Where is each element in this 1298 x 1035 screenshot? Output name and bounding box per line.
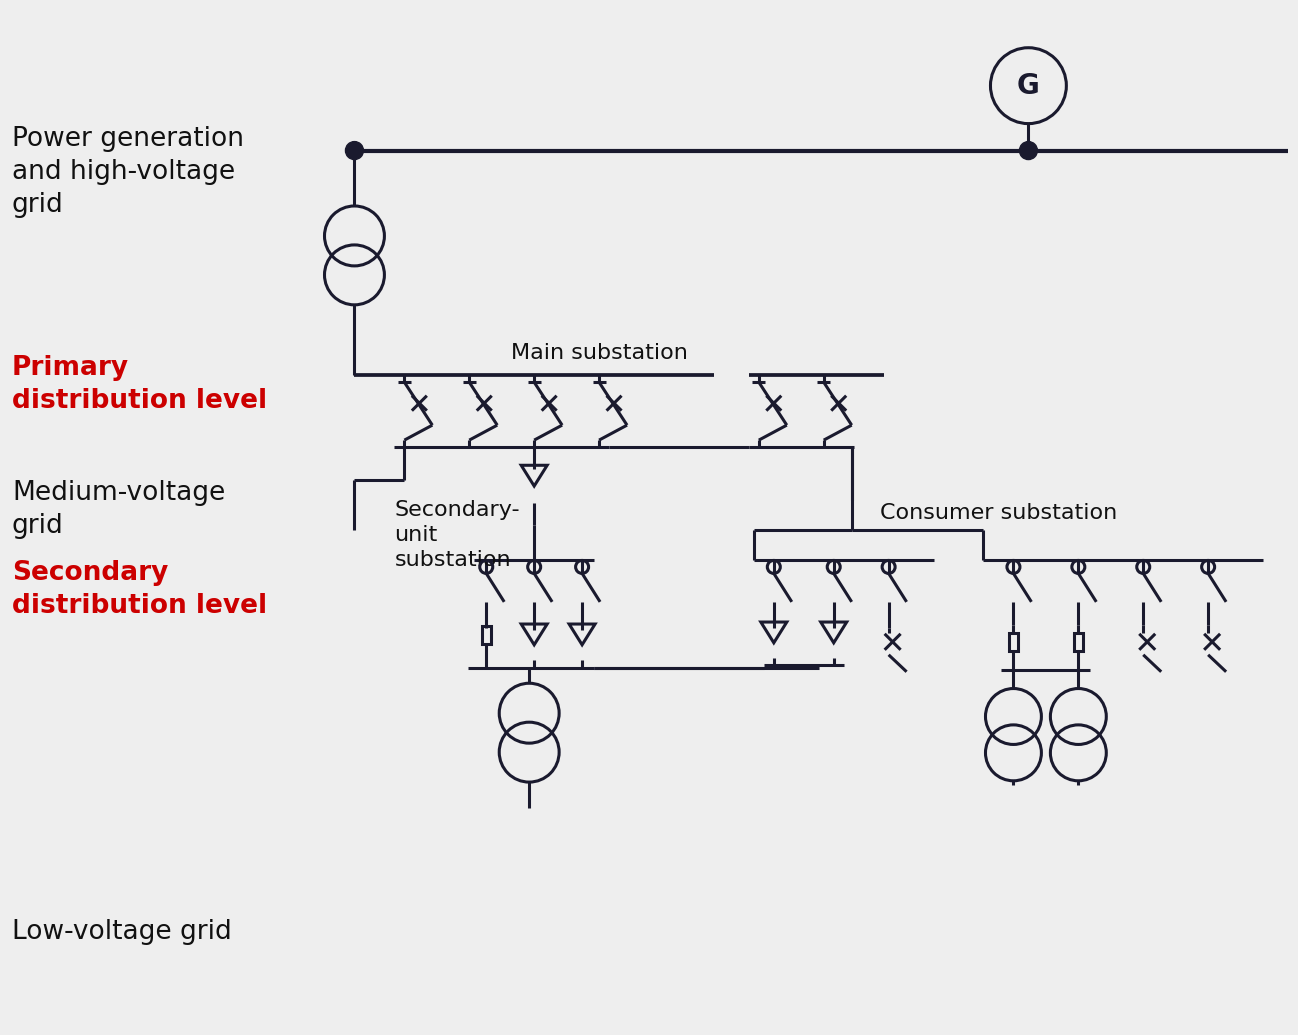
Bar	[1073, 632, 1083, 651]
Bar	[482, 626, 491, 644]
Bar	[1009, 632, 1018, 651]
Text: Power generation
and high-voltage
grid: Power generation and high-voltage grid	[12, 125, 244, 217]
Text: Low-voltage grid: Low-voltage grid	[12, 919, 232, 945]
Circle shape	[1019, 142, 1037, 159]
Circle shape	[345, 142, 363, 159]
Text: Secondary
distribution level: Secondary distribution level	[12, 560, 267, 619]
Text: G: G	[1018, 71, 1040, 99]
Text: Secondary-
unit
substation: Secondary- unit substation	[395, 500, 520, 569]
Text: Consumer substation: Consumer substation	[880, 503, 1118, 523]
Text: Medium-voltage
grid: Medium-voltage grid	[12, 480, 226, 539]
Text: Main substation: Main substation	[510, 344, 688, 363]
Text: Primary
distribution level: Primary distribution level	[12, 355, 267, 414]
